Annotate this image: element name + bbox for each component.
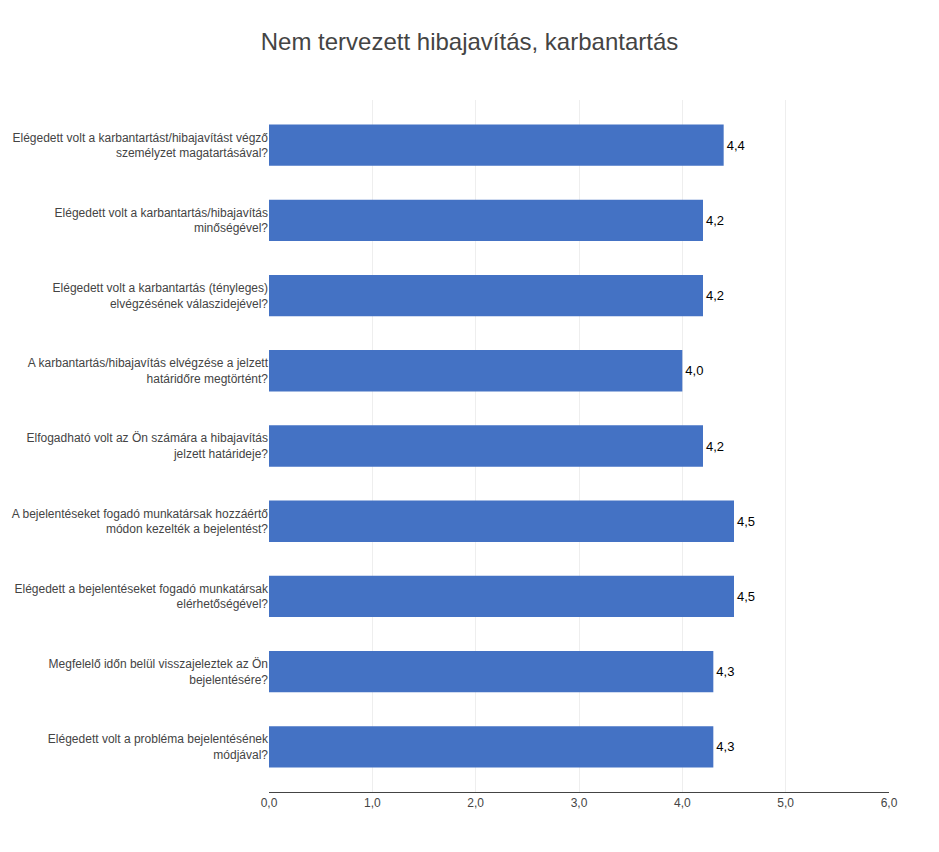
svg-text:4,2: 4,2 [706, 213, 724, 228]
svg-text:Megfelelő időn belül visszajel: Megfelelő időn belül visszajeleztek az Ö… [49, 657, 269, 687]
svg-text:A bejelentéseket fogadó munkat: A bejelentéseket fogadó munkatársak hozz… [12, 507, 268, 537]
svg-text:4,5: 4,5 [737, 514, 755, 529]
svg-text:Elégedett volt a karbantartást: Elégedett volt a karbantartást/hibajavít… [13, 131, 269, 161]
svg-text:5,0: 5,0 [777, 796, 794, 810]
svg-text:1,0: 1,0 [364, 796, 381, 810]
svg-text:Elégedett volt a karbantartás/: Elégedett volt a karbantartás/hibajavítá… [55, 206, 269, 236]
svg-text:3,0: 3,0 [571, 796, 588, 810]
svg-text:4,0: 4,0 [685, 363, 703, 378]
svg-text:Elégedett volt a probléma beje: Elégedett volt a probléma bejelentésének… [48, 732, 269, 762]
svg-text:2,0: 2,0 [467, 796, 484, 810]
svg-text:4,0: 4,0 [674, 796, 691, 810]
svg-text:Nem tervezett hibajavítás, kar: Nem tervezett hibajavítás, karbantartás [261, 28, 679, 55]
svg-text:A karbantartás/hibajavítás elv: A karbantartás/hibajavítás elvégzése a j… [28, 356, 269, 386]
svg-text:4,5: 4,5 [737, 589, 755, 604]
svg-text:4,3: 4,3 [716, 664, 734, 679]
svg-text:Elfogadható volt az Ön számára: Elfogadható volt az Ön számára a hibajav… [27, 431, 269, 461]
svg-text:4,2: 4,2 [706, 288, 724, 303]
svg-text:4,4: 4,4 [727, 138, 745, 153]
svg-text:4,3: 4,3 [716, 739, 734, 754]
svg-text:Elégedett a bejelentéseket fog: Elégedett a bejelentéseket fogadó munkat… [14, 582, 269, 612]
svg-text:4,2: 4,2 [706, 439, 724, 454]
svg-text:0,0: 0,0 [261, 796, 278, 810]
svg-text:Elégedett volt a karbantartás: Elégedett volt a karbantartás (tényleges… [53, 281, 269, 311]
svg-text:6,0: 6,0 [881, 796, 898, 810]
